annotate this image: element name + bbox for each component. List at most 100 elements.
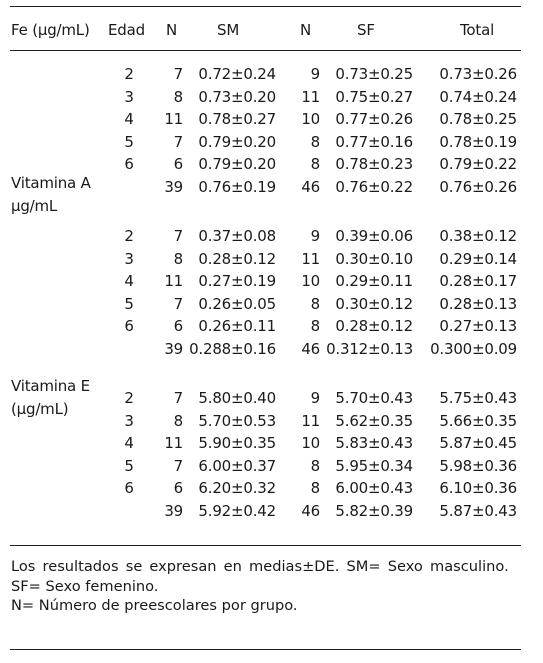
- cell-n1: 8: [173, 249, 184, 268]
- table-bottom-rule: [10, 649, 521, 650]
- cell-edad: 6: [124, 317, 134, 336]
- cell-total: 5.98±0.36: [439, 456, 517, 475]
- cell-edad: 2: [124, 389, 134, 407]
- table-row: 39 0.76±0.19 46 0.76±0.22 0.76±0.26: [0, 175, 543, 199]
- table-row: 4 11 0.27±0.19 10 0.29±0.11 0.28±0.17: [0, 269, 543, 293]
- header-edad: Edad: [108, 21, 145, 39]
- cell-n2: 8: [310, 294, 321, 313]
- footnote-line: Los resultados se expresan en medias±DE.…: [11, 558, 509, 575]
- cell-total: 0.76±0.26: [439, 178, 517, 196]
- cell-edad: 4: [124, 272, 134, 291]
- cell-edad: 6: [124, 479, 134, 498]
- cell-n1: 7: [173, 227, 184, 245]
- cell-sf: 0.78±0.23: [335, 155, 413, 174]
- cell-n1: 6: [173, 317, 184, 336]
- cell-n1: 39: [164, 502, 183, 520]
- table-row: 3 8 0.28±0.12 11 0.30±0.10 0.29±0.14: [0, 247, 543, 271]
- table-row: 39 5.92±0.42 46 5.82±0.39 5.87±0.43: [0, 499, 543, 523]
- header-sm: SM: [217, 21, 240, 39]
- table-row: 6 6 0.79±0.20 8 0.78±0.23 0.79±0.22: [0, 152, 543, 176]
- cell-total: 0.29±0.14: [439, 249, 517, 268]
- table-row: 6 6 6.20±0.32 8 6.00±0.43 6.10±0.36: [0, 476, 543, 500]
- cell-sf: 5.62±0.35: [335, 411, 413, 430]
- cell-total: 0.28±0.17: [439, 272, 517, 291]
- cell-edad: 6: [124, 155, 134, 174]
- table-header-row: Fe (µg/mL) Edad N SM N SF Total: [0, 18, 543, 42]
- table-row: 5 7 0.26±0.05 8 0.30±0.12 0.28±0.13: [0, 292, 543, 316]
- cell-sf: 0.76±0.22: [335, 178, 413, 196]
- cell-sm: 0.76±0.19: [198, 178, 276, 196]
- cell-n1: 8: [173, 87, 184, 106]
- cell-sm: 0.26±0.05: [198, 294, 276, 313]
- header-sf: SF: [357, 21, 375, 39]
- cell-total: 0.74±0.24: [439, 87, 517, 106]
- cell-sm: 5.90±0.35: [198, 434, 276, 453]
- header-n-masculino: N: [166, 21, 178, 39]
- cell-sf: 0.30±0.10: [335, 249, 413, 268]
- cell-sm: 0.28±0.12: [198, 249, 276, 268]
- footnote-line: SF= Sexo femenino.: [11, 577, 159, 595]
- header-n-femenino: N: [300, 21, 312, 39]
- cell-edad: 2: [124, 65, 134, 83]
- cell-sf: 5.82±0.39: [335, 502, 413, 520]
- cell-sm: 6.00±0.37: [198, 456, 276, 475]
- cell-sf: 5.95±0.34: [335, 456, 413, 475]
- cell-n1: 6: [173, 479, 184, 498]
- cell-sm: 0.27±0.19: [198, 272, 276, 291]
- cell-n2: 8: [310, 132, 321, 151]
- cell-edad: 5: [124, 294, 134, 313]
- cell-total: 6.10±0.36: [439, 479, 517, 498]
- cell-sm: 0.79±0.20: [198, 132, 276, 151]
- cell-n2: 8: [310, 479, 321, 498]
- cell-total: 0.78±0.19: [439, 132, 517, 151]
- cell-sm: 0.288±0.16: [189, 340, 276, 358]
- cell-n1: 7: [173, 389, 184, 407]
- header-param: Fe (µg/mL): [11, 21, 90, 39]
- cell-n2: 11: [301, 87, 320, 106]
- table-footnotes: Los resultados se expresan en medias±DE.…: [11, 557, 521, 616]
- cell-n2: 10: [301, 434, 320, 453]
- cell-sm: 5.92±0.42: [198, 502, 276, 520]
- cell-n2: 10: [301, 272, 320, 291]
- cell-sf: 0.75±0.27: [335, 87, 413, 106]
- cell-sm: 5.80±0.40: [198, 389, 276, 407]
- table-top-rule: [10, 6, 521, 7]
- group-label: Vitamina A: [11, 174, 91, 192]
- cell-sm: 6.20±0.32: [198, 479, 276, 498]
- table-row: 3 8 5.70±0.53 11 5.62±0.35 5.66±0.35: [0, 409, 543, 433]
- cell-edad: 4: [124, 110, 134, 129]
- cell-sm: 0.37±0.08: [198, 227, 276, 245]
- header-total: Total: [460, 21, 495, 39]
- cell-sf: 0.28±0.12: [335, 317, 413, 336]
- cell-sf: 6.00±0.43: [335, 479, 413, 498]
- cell-n2: 46: [301, 340, 320, 358]
- cell-sf: 0.77±0.26: [335, 110, 413, 129]
- cell-n1: 7: [173, 456, 184, 475]
- cell-sm: 5.70±0.53: [198, 411, 276, 430]
- cell-total: 0.28±0.13: [439, 294, 517, 313]
- cell-sf: 0.39±0.06: [335, 227, 413, 245]
- group-label: µg/mL: [11, 197, 58, 215]
- cell-edad: 4: [124, 434, 134, 453]
- cell-total: 0.27±0.13: [439, 317, 517, 336]
- cell-sf: 5.83±0.43: [335, 434, 413, 453]
- group-label: (µg/mL): [11, 400, 69, 418]
- table-footer-rule: [10, 545, 521, 546]
- cell-n2: 8: [310, 456, 321, 475]
- cell-n1: 6: [173, 155, 184, 174]
- cell-total: 5.87±0.45: [439, 434, 517, 453]
- cell-n1: 39: [164, 340, 183, 358]
- cell-n2: 46: [301, 502, 320, 520]
- cell-edad: 5: [124, 132, 134, 151]
- table-header-rule: [10, 50, 521, 51]
- cell-edad: 3: [124, 87, 134, 106]
- table-row: 4 11 0.78±0.27 10 0.77±0.26 0.78±0.25: [0, 107, 543, 131]
- cell-n1: 8: [173, 411, 184, 430]
- cell-n2: 8: [310, 155, 321, 174]
- table-row: 4 11 5.90±0.35 10 5.83±0.43 5.87±0.45: [0, 431, 543, 455]
- cell-n2: 11: [301, 249, 320, 268]
- table-row: 5 7 0.79±0.20 8 0.77±0.16 0.78±0.19: [0, 130, 543, 154]
- table-row: 2 7 0.37±0.08 9 0.39±0.06 0.38±0.12: [0, 224, 543, 248]
- cell-n2: 8: [310, 317, 321, 336]
- footnote-line: N= Número de preescolares por grupo.: [11, 597, 298, 614]
